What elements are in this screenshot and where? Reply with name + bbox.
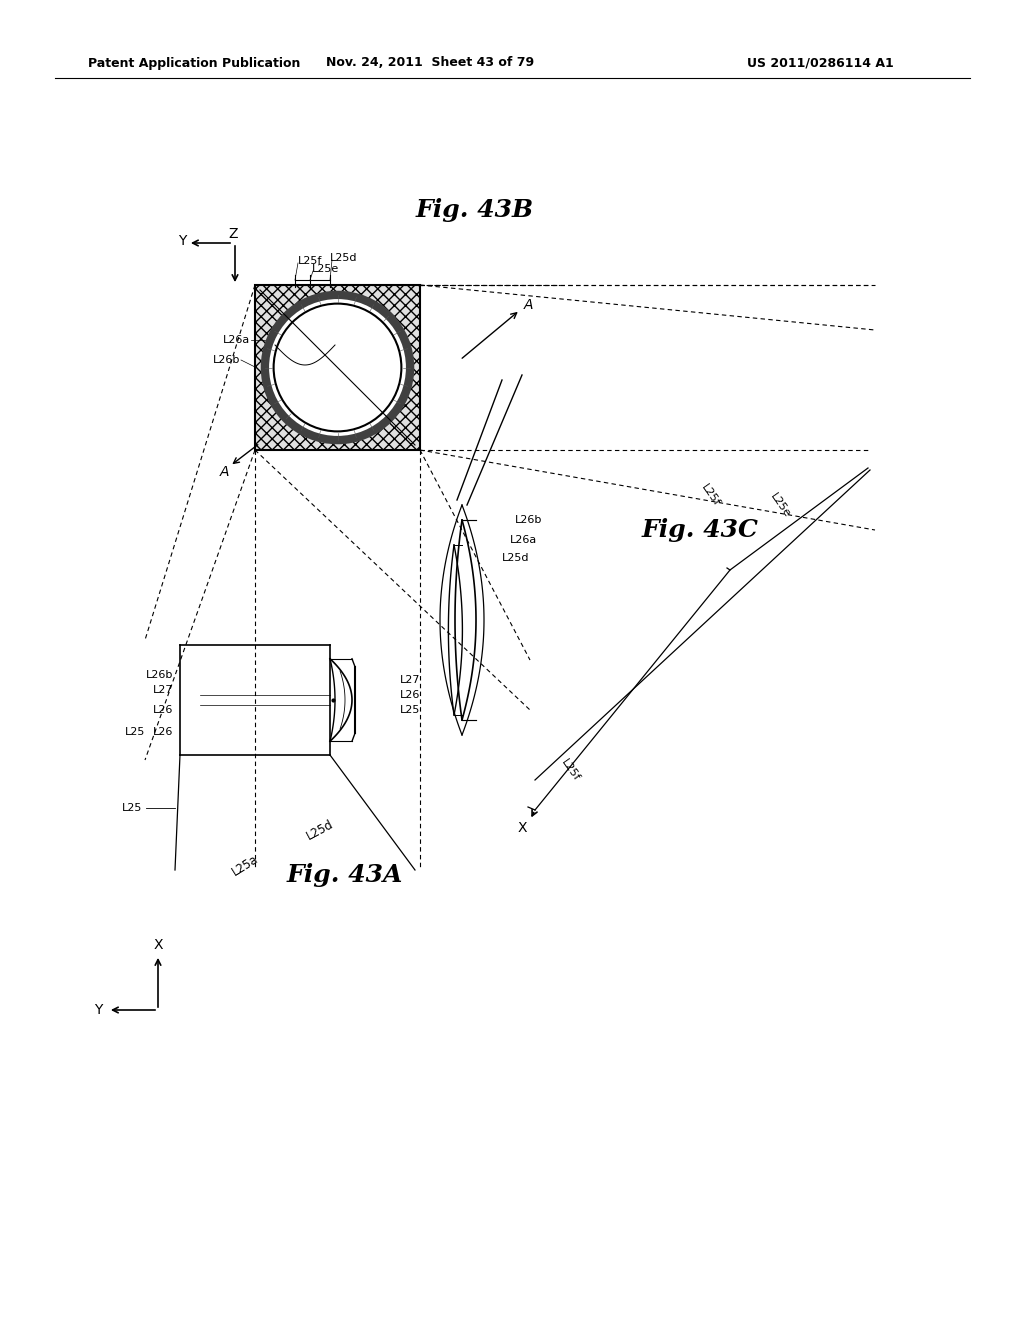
Text: L25f: L25f	[699, 482, 721, 508]
Text: L27: L27	[400, 675, 421, 685]
Text: L26: L26	[153, 727, 173, 737]
Text: Y: Y	[178, 234, 186, 248]
Text: L25a: L25a	[229, 851, 260, 878]
Text: Z: Z	[228, 227, 238, 242]
Text: L25d: L25d	[502, 553, 529, 564]
Text: Y: Y	[94, 1003, 102, 1016]
Text: US 2011/0286114 A1: US 2011/0286114 A1	[746, 57, 893, 70]
Text: L25f: L25f	[298, 256, 323, 267]
Text: L25d: L25d	[304, 817, 336, 842]
Bar	[255, 285, 420, 450]
Ellipse shape	[261, 292, 414, 444]
Text: A: A	[219, 465, 228, 479]
Text: L26: L26	[153, 705, 173, 715]
Text: L27: L27	[153, 685, 173, 696]
Text: Nov. 24, 2011  Sheet 43 of 79: Nov. 24, 2011 Sheet 43 of 79	[326, 57, 535, 70]
Text: L26b: L26b	[145, 671, 173, 680]
Text: A: A	[523, 298, 532, 312]
Text: L25e: L25e	[768, 491, 792, 519]
Text: X: X	[154, 939, 163, 952]
Text: L26a: L26a	[223, 335, 250, 345]
Text: Fig. 43A: Fig. 43A	[287, 863, 403, 887]
Text: L25: L25	[125, 727, 145, 737]
Text: Fig. 43C: Fig. 43C	[642, 517, 759, 543]
Text: L25d: L25d	[330, 253, 357, 263]
Text: L26: L26	[400, 690, 421, 700]
Text: L25f: L25f	[559, 758, 581, 783]
Text: Fig. 43B: Fig. 43B	[416, 198, 535, 222]
Text: L26b: L26b	[515, 515, 543, 525]
Text: L25: L25	[122, 803, 142, 813]
Text: Patent Application Publication: Patent Application Publication	[88, 57, 300, 70]
Text: L26a: L26a	[510, 535, 538, 545]
Text: L25: L25	[400, 705, 421, 715]
Text: L25e: L25e	[312, 264, 339, 275]
Text: L26b: L26b	[213, 355, 240, 366]
Text: X: X	[517, 821, 526, 836]
